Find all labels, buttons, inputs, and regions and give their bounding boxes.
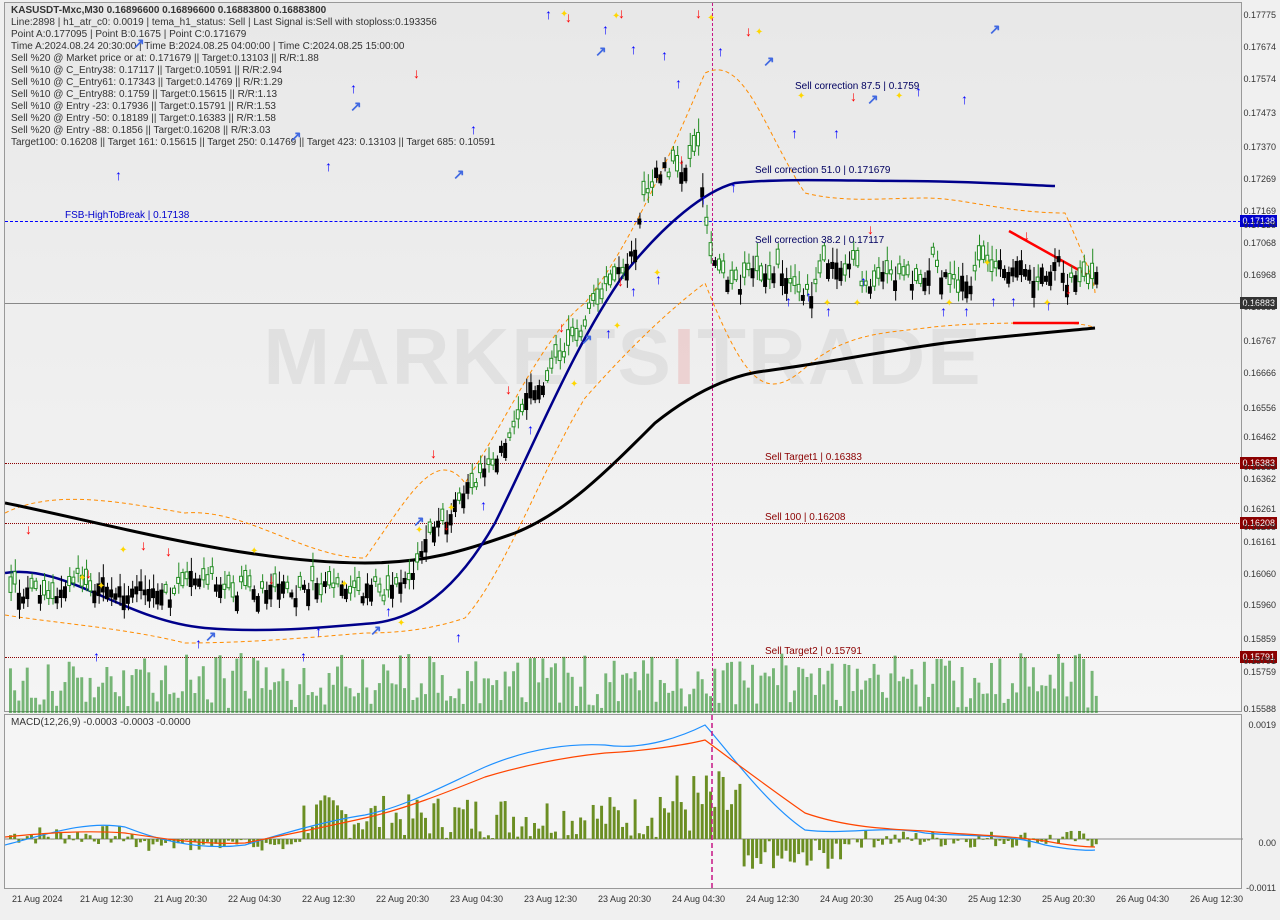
xlabel: 21 Aug 2024	[12, 894, 63, 904]
xlabel: 24 Aug 12:30	[746, 894, 799, 904]
ylabel: 0.17674	[1243, 42, 1276, 52]
info-line-5: Sell %10 @ C_Entry61: 0.17343 || Target:…	[11, 77, 283, 88]
ylabel: 0.16060	[1243, 569, 1276, 579]
ylabel: 0.17473	[1243, 108, 1276, 118]
ylabel: 0.16208	[1243, 522, 1276, 532]
y-axis: 0.17775 0.17674 0.17574 0.17473 0.17370 0.172…	[1244, 2, 1278, 889]
ylabel: 0.17370	[1243, 142, 1276, 152]
star-icon: ✦	[707, 13, 715, 24]
ylabel: 0.16261	[1243, 504, 1276, 514]
ylabel: 0.17574	[1243, 74, 1276, 84]
ylabel: 0.16666	[1243, 368, 1276, 378]
ylabel: 0.15859	[1243, 634, 1276, 644]
star-icon: ✦	[415, 525, 423, 536]
star-icon: ✦	[119, 545, 127, 556]
star-icon: ✦	[612, 11, 620, 22]
star-icon: ✦	[97, 581, 105, 592]
star-icon: ✦	[560, 9, 568, 20]
info-line-8: Sell %20 @ Entry -50: 0.18189 || Target:…	[11, 113, 276, 124]
xlabel: 21 Aug 20:30	[154, 894, 207, 904]
macd-ylabel: 0.0019	[1248, 720, 1276, 730]
info-line-4: Sell %10 @ C_Entry38: 0.17117 || Target:…	[11, 65, 282, 76]
star-icon: ✦	[340, 579, 348, 590]
macd-panel[interactable]: MACD(12,26,9) -0.0003 -0.0003 -0.0000	[4, 714, 1242, 889]
ylabel: 0.16767	[1243, 336, 1276, 346]
info-line-3: Sell %20 @ Market price or at: 0.171679 …	[11, 53, 319, 64]
xlabel: 26 Aug 04:30	[1116, 894, 1169, 904]
ylabel: 0.17269	[1243, 174, 1276, 184]
ylabel: 0.17138	[1243, 220, 1276, 230]
ylabel: 0.17775	[1243, 10, 1276, 20]
info-line-2: Time A:2024.08.24 20:30:00 | Time B:2024…	[11, 41, 404, 52]
xlabel: 22 Aug 04:30	[228, 894, 281, 904]
xlabel: 21 Aug 12:30	[80, 894, 133, 904]
star-icon: ✦	[570, 379, 578, 390]
star-icon: ✦	[823, 298, 831, 309]
ylabel: 0.16556	[1243, 403, 1276, 413]
ylabel: 0.16883	[1243, 302, 1276, 312]
star-icon: ✦	[613, 321, 621, 332]
ylabel: 0.17068	[1243, 238, 1276, 248]
star-icon: ✦	[895, 91, 903, 102]
xlabel: 23 Aug 20:30	[598, 894, 651, 904]
xlabel: 22 Aug 12:30	[302, 894, 355, 904]
star-icon: ✦	[250, 546, 258, 557]
info-line-0: Line:2898 | h1_atr_c0: 0.0019 | tema_h1_…	[11, 17, 437, 28]
ylabel: 0.16462	[1243, 432, 1276, 442]
xlabel: 24 Aug 20:30	[820, 894, 873, 904]
info-line-6: Sell %10 @ C_Entry88: 0.1759 || Target:0…	[11, 89, 277, 100]
xlabel: 26 Aug 12:30	[1190, 894, 1243, 904]
star-icon: ✦	[78, 573, 86, 584]
info-line-10: Target100: 0.16208 || Target 161: 0.1561…	[11, 137, 495, 148]
star-icon: ✦	[983, 258, 991, 269]
info-line-7: Sell %10 @ Entry -23: 0.17936 || Target:…	[11, 101, 276, 112]
macd-svg-layer	[5, 715, 1243, 890]
ylabel: 0.15791	[1243, 656, 1276, 666]
ylabel: 0.16161	[1243, 537, 1276, 547]
macd-ylabel: -0.0011	[1246, 883, 1276, 893]
ylabel: 0.16968	[1243, 270, 1276, 280]
xlabel: 25 Aug 04:30	[894, 894, 947, 904]
info-line-9: Sell %20 @ Entry -88: 0.1856 || Target:0…	[11, 125, 270, 136]
star-icon: ✦	[755, 27, 763, 38]
star-icon: ✦	[853, 298, 861, 309]
star-icon: ✦	[1043, 298, 1051, 309]
ylabel: 0.15960	[1243, 600, 1276, 610]
xlabel: 25 Aug 12:30	[968, 894, 1021, 904]
price-chart[interactable]: MARKETSITRADE FSB-HighToBreak | 0.171380…	[4, 2, 1242, 712]
xlabel: 24 Aug 04:30	[672, 894, 725, 904]
ylabel: 0.17169	[1243, 206, 1276, 216]
info-line-1: Point A:0.177095 | Point B:0.1675 | Poin…	[11, 29, 246, 40]
star-icon: ✦	[397, 618, 405, 629]
xlabel: 25 Aug 20:30	[1042, 894, 1095, 904]
star-icon: ✦	[945, 298, 953, 309]
ylabel: 0.16362	[1243, 474, 1276, 484]
annotation: Sell correction 51.0 | 0.171679	[755, 165, 890, 176]
annotation: Sell correction 38.2 | 0.17117	[755, 235, 884, 246]
chart-title: KASUSDT-Mxc,M30 0.16896600 0.16896600 0.…	[11, 5, 326, 16]
star-icon: ✦	[653, 268, 661, 279]
ylabel: 0.15588	[1243, 704, 1276, 714]
xlabel: 23 Aug 04:30	[450, 894, 503, 904]
x-axis: 21 Aug 2024 21 Aug 12:30 21 Aug 20:30 22 Au…	[4, 892, 1242, 916]
xlabel: 23 Aug 12:30	[524, 894, 577, 904]
star-icon: ✦	[797, 91, 805, 102]
xlabel: 22 Aug 20:30	[376, 894, 429, 904]
ylabel: 0.15759	[1243, 667, 1276, 677]
star-icon: ✦	[447, 503, 455, 514]
macd-ylabel: 0.00	[1258, 838, 1276, 848]
ylabel: 0.16383	[1243, 462, 1276, 472]
